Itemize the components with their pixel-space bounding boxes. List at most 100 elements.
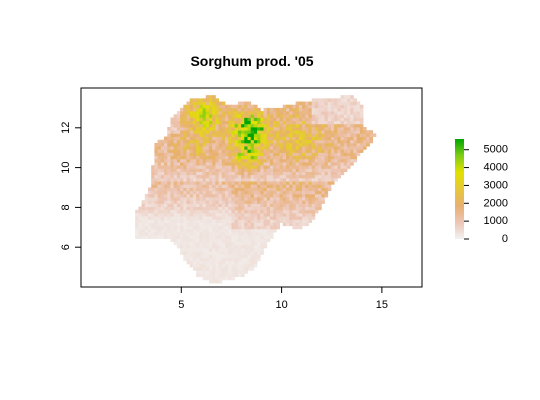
raster-cell <box>305 123 309 128</box>
raster-cell <box>215 193 219 198</box>
raster-cell <box>295 181 300 185</box>
raster-cell <box>292 146 297 150</box>
raster-cell <box>343 120 348 125</box>
raster-cell <box>257 254 261 258</box>
raster-cell <box>176 158 181 163</box>
raster-cell <box>302 165 306 169</box>
raster-cell <box>215 114 219 118</box>
raster-cell <box>266 222 271 227</box>
raster-cell <box>260 244 264 249</box>
raster-cell <box>189 241 194 246</box>
raster-cell <box>225 222 229 227</box>
raster-cell <box>263 235 268 239</box>
raster-cell <box>189 155 194 160</box>
raster-cell <box>241 248 245 252</box>
raster-cell <box>180 181 184 185</box>
raster-cell <box>241 104 245 109</box>
raster-cell <box>324 181 329 185</box>
raster-cell <box>221 111 226 115</box>
raster-cell <box>241 107 245 112</box>
raster-cell <box>340 171 345 176</box>
raster-cell <box>314 197 319 201</box>
raster-cell <box>212 162 216 166</box>
raster-cell <box>241 225 245 230</box>
raster-cell <box>269 130 274 134</box>
raster-cell <box>154 187 159 192</box>
raster-cell <box>215 133 219 137</box>
raster-cell <box>212 260 216 265</box>
raster-cell <box>346 117 351 122</box>
raster-cell <box>141 225 146 230</box>
raster-cell <box>144 219 149 223</box>
raster-cell <box>205 98 210 102</box>
raster-cell <box>253 152 258 157</box>
raster-cell <box>305 193 309 198</box>
raster-cell <box>289 146 293 150</box>
legend-tick-label: 4000 <box>484 162 508 174</box>
raster-cell <box>228 142 232 147</box>
raster-cell <box>298 209 303 214</box>
raster-cell <box>160 222 165 227</box>
raster-cell <box>218 162 223 166</box>
raster-cell <box>148 222 152 227</box>
raster-cell <box>189 203 194 207</box>
raster-cell <box>208 216 213 220</box>
raster-cell <box>231 174 236 179</box>
raster-cell <box>164 197 168 201</box>
raster-cell <box>273 130 277 134</box>
raster-cell <box>202 114 207 118</box>
raster-cell <box>279 174 284 179</box>
raster-cell <box>266 155 271 160</box>
raster-cell <box>346 133 351 137</box>
raster-cell <box>231 238 236 243</box>
raster-cell <box>208 212 213 217</box>
raster-cell <box>189 139 194 144</box>
raster-cell <box>269 158 274 163</box>
raster-cell <box>215 263 219 268</box>
raster-cell <box>327 98 332 102</box>
raster-cell <box>196 127 200 131</box>
raster-cell <box>221 235 226 239</box>
raster-cell <box>311 197 316 201</box>
raster-cell <box>221 212 226 217</box>
raster-cell <box>244 190 248 195</box>
raster-cell <box>334 123 338 128</box>
raster-cell <box>305 146 309 150</box>
raster-cell <box>208 248 213 252</box>
raster-cell <box>186 168 191 172</box>
raster-cell <box>160 212 165 217</box>
raster-cell <box>154 165 159 169</box>
raster-cell <box>221 136 226 141</box>
raster-cell <box>202 222 207 227</box>
raster-cell <box>263 107 268 112</box>
raster-cell <box>263 139 268 144</box>
raster-cell <box>279 219 284 223</box>
raster-cell <box>225 216 229 220</box>
raster-cell <box>250 260 255 265</box>
raster-cell <box>330 120 335 125</box>
raster-cell <box>180 114 184 118</box>
raster-cell <box>231 263 236 268</box>
raster-cell <box>202 120 207 125</box>
raster-cell <box>205 197 210 201</box>
raster-cell <box>202 136 207 141</box>
raster-cell <box>346 139 351 144</box>
raster-cell <box>160 158 165 163</box>
raster-cell <box>276 146 280 150</box>
raster-cell <box>186 206 191 211</box>
raster-cell <box>164 139 168 144</box>
raster-cell <box>257 162 261 166</box>
raster-cell <box>244 162 248 166</box>
raster-cell <box>189 162 194 166</box>
raster-cell <box>330 142 335 147</box>
raster-cell <box>244 197 248 201</box>
raster-cell <box>250 142 255 147</box>
raster-cell <box>170 146 175 150</box>
raster-cell <box>337 98 341 102</box>
raster-cell <box>237 101 242 106</box>
raster-cell <box>250 244 255 249</box>
raster-cell <box>205 244 210 249</box>
raster-cell <box>170 187 175 192</box>
raster-cell <box>334 171 338 176</box>
raster-cell <box>311 139 316 144</box>
